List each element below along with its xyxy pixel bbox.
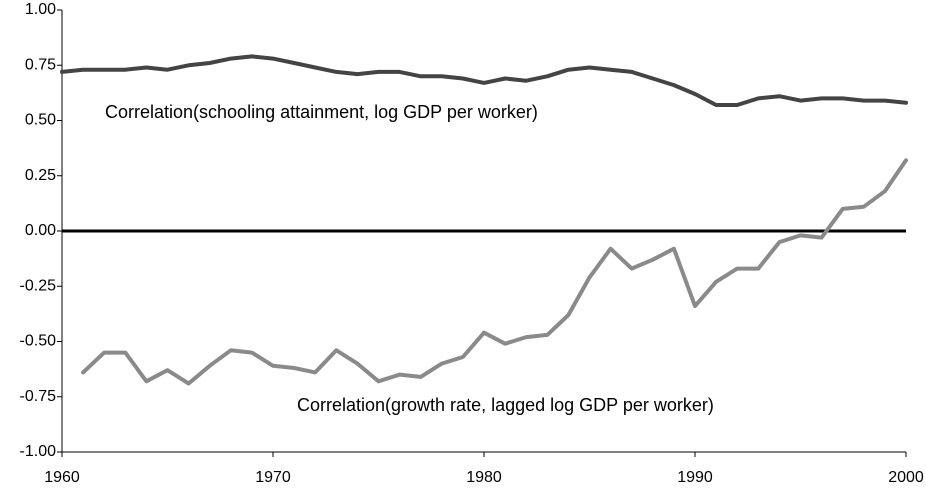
x-tick-label: 1980 (466, 469, 502, 486)
x-tick-label: 1990 (677, 469, 713, 486)
y-tick-label: -0.50 (20, 333, 57, 350)
y-tick-label: -1.00 (20, 443, 57, 460)
y-tick-label: 1.00 (25, 1, 56, 18)
annotation: Correlation(growth rate, lagged log GDP … (297, 395, 714, 415)
y-tick-label: 0.25 (25, 167, 56, 184)
x-tick-label: 1970 (255, 469, 291, 486)
annotation: Correlation(schooling attainment, log GD… (105, 102, 538, 122)
y-tick-label: -0.25 (20, 277, 57, 294)
y-tick-label: 0.00 (25, 222, 56, 239)
series-line (81, 158, 908, 386)
y-tick-label: 0.50 (25, 112, 56, 129)
series-line (60, 54, 908, 107)
y-tick-label: 0.75 (25, 56, 56, 73)
x-tick-label: 1960 (44, 469, 80, 486)
y-tick-label: -0.75 (20, 388, 57, 405)
x-tick-label: 2000 (888, 469, 924, 486)
